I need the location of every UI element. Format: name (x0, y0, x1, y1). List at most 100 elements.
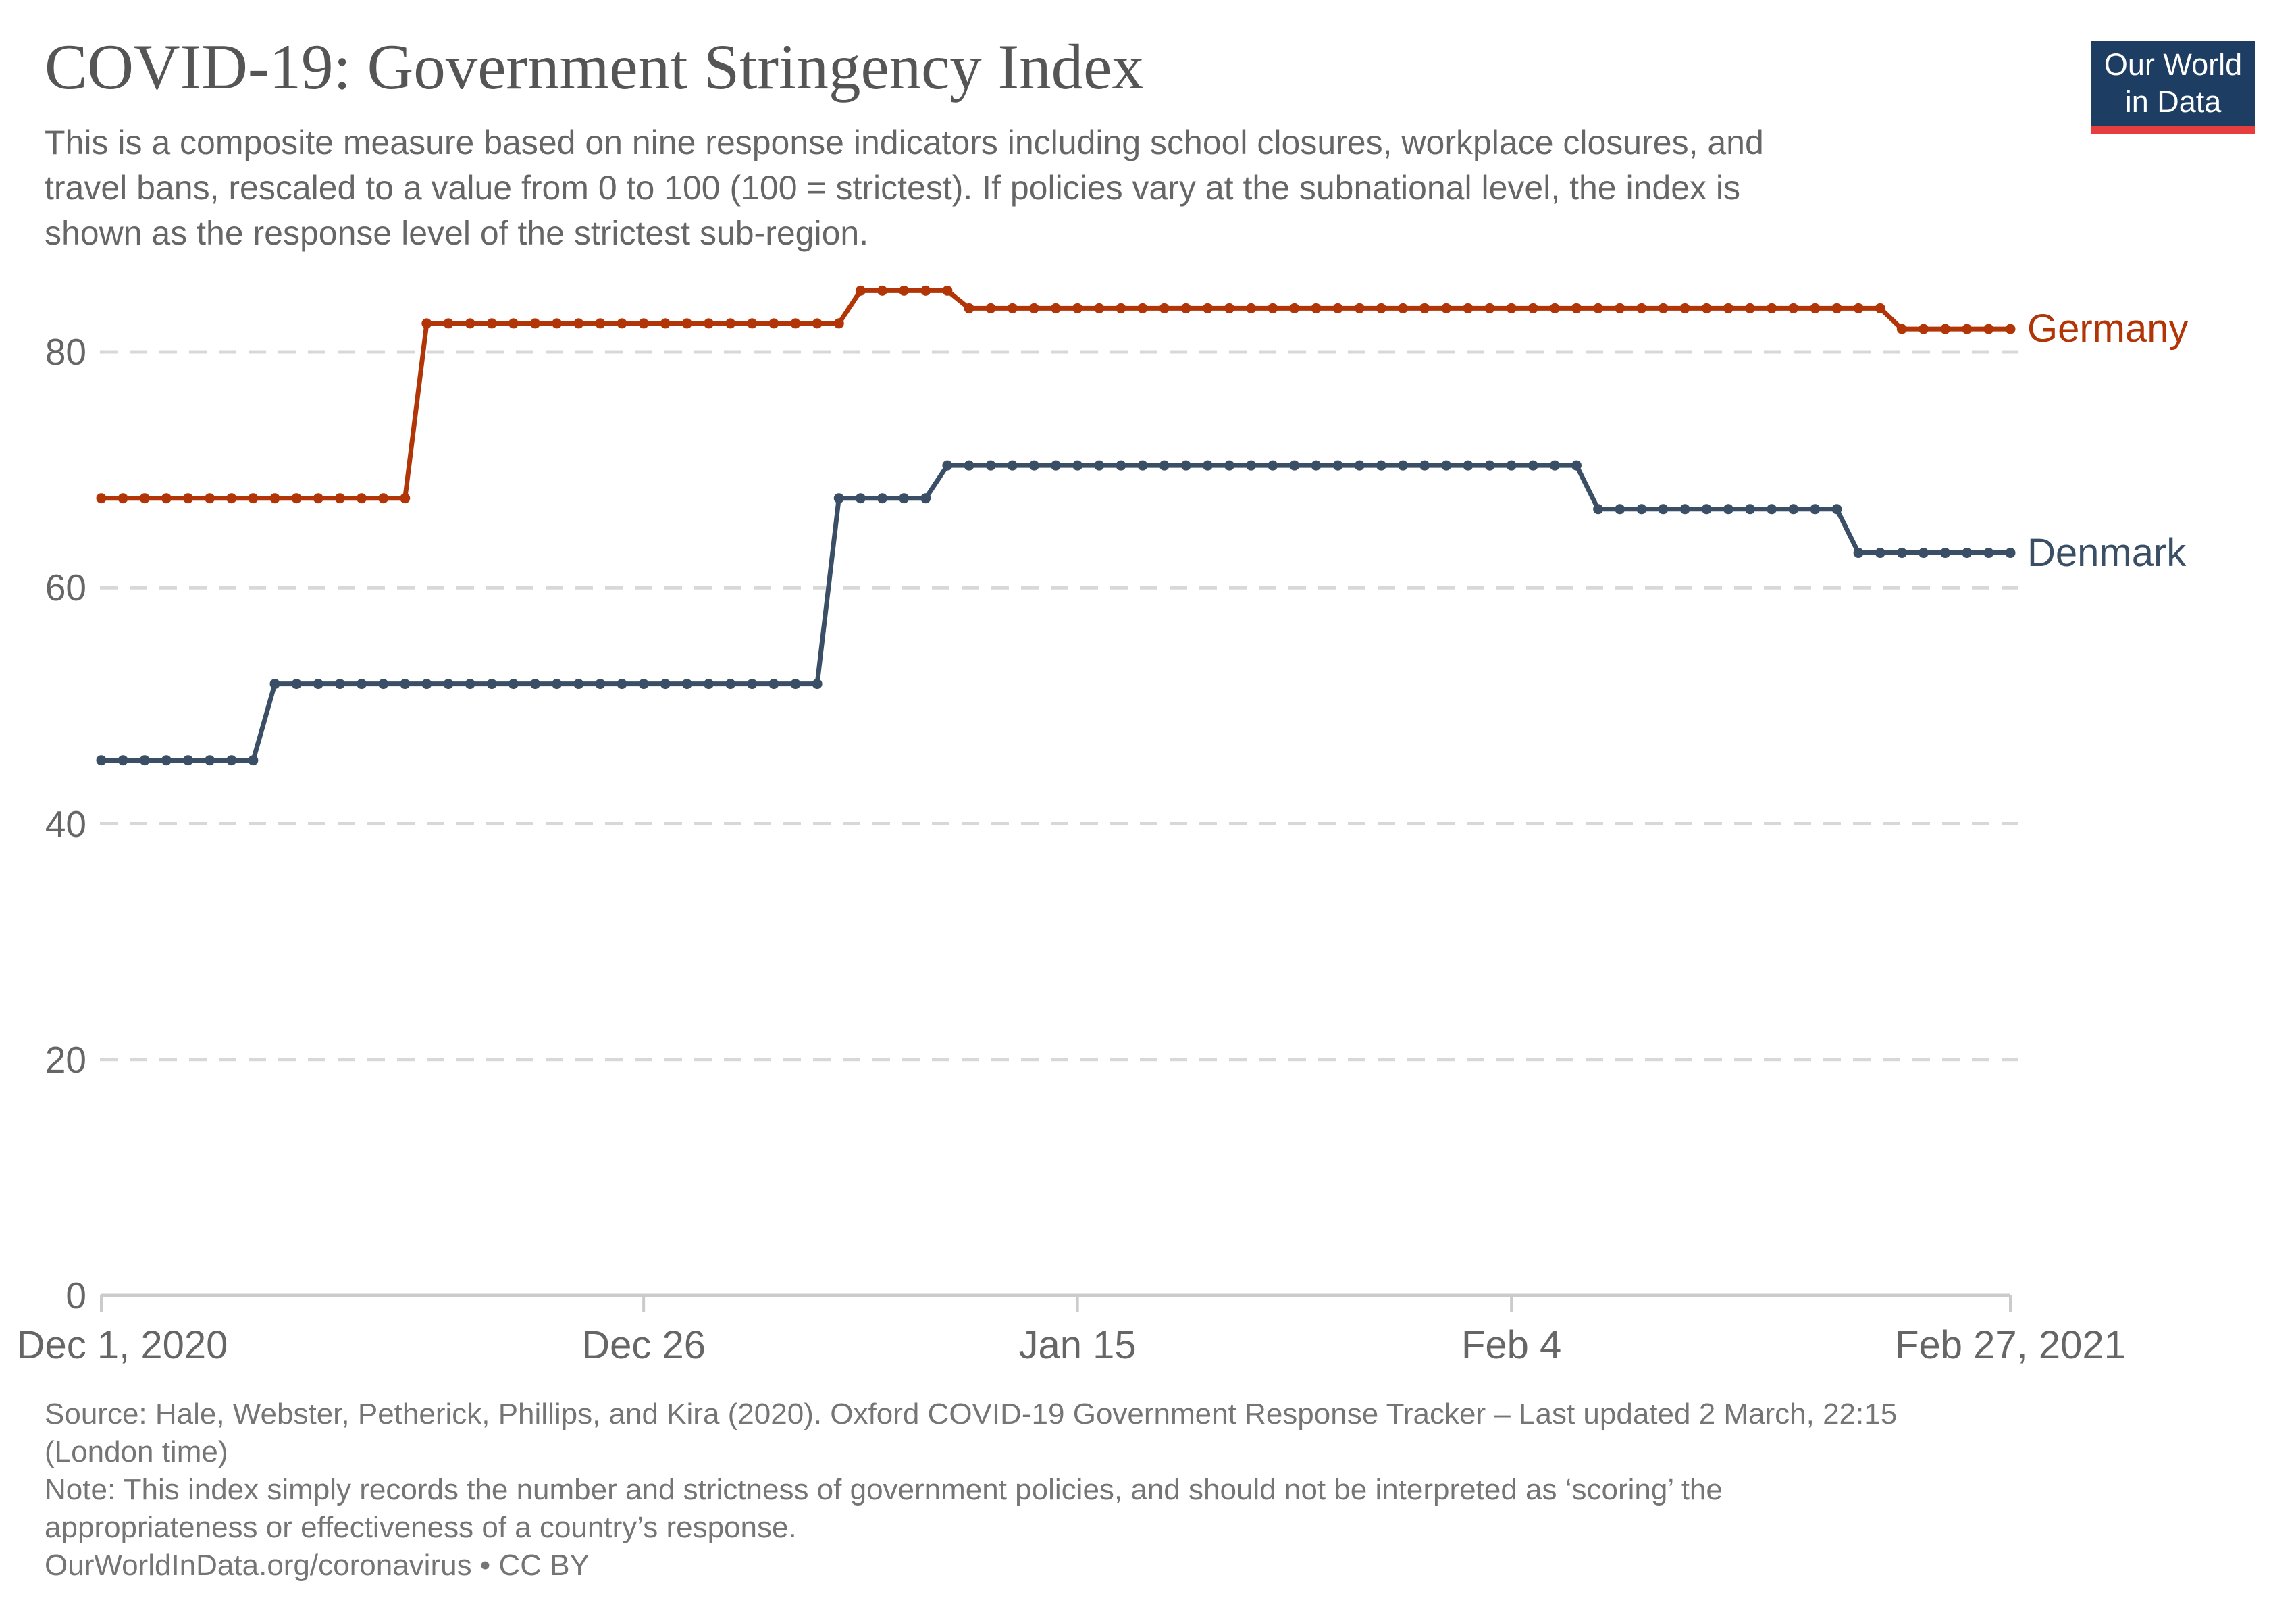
data-point (704, 318, 714, 329)
data-point (1137, 303, 1148, 313)
data-point (681, 679, 692, 690)
data-point (1810, 303, 1821, 313)
data-point (595, 318, 606, 329)
data-point (1246, 303, 1257, 313)
data-point (443, 679, 454, 690)
data-point (226, 755, 237, 766)
data-point (812, 318, 823, 329)
data-point (1354, 303, 1365, 313)
data-point (1679, 303, 1690, 313)
data-point (1332, 303, 1343, 313)
data-point (552, 679, 563, 690)
data-point (1116, 303, 1126, 313)
data-point (205, 493, 215, 504)
data-point (1051, 303, 1061, 313)
note-line: appropriateness or effectiveness of a co… (45, 1511, 797, 1544)
subtitle-line: travel bans, rescaled to a value from 0 … (45, 169, 1741, 207)
data-point (508, 679, 519, 690)
data-point (1658, 504, 1669, 515)
page-title: COVID-19: Government Stringency Index (45, 31, 1144, 103)
data-point (378, 493, 389, 504)
data-point (1767, 504, 1777, 515)
data-point (833, 318, 844, 329)
data-point (660, 679, 671, 690)
data-point (1875, 548, 1885, 559)
data-point (183, 755, 193, 766)
data-point (1940, 548, 1951, 559)
data-point (530, 679, 540, 690)
data-point (421, 318, 432, 329)
data-point (790, 679, 801, 690)
data-point (400, 493, 411, 504)
data-point (704, 679, 714, 690)
data-point (1571, 460, 1582, 471)
data-point (1268, 303, 1278, 313)
owid-logo-text-line1: Our World (2104, 47, 2243, 82)
data-point (357, 679, 367, 690)
data-point (1007, 460, 1018, 471)
data-point (1224, 303, 1234, 313)
data-point (573, 318, 584, 329)
data-point (1745, 303, 1755, 313)
data-point (1224, 460, 1234, 471)
owid-logo-box: Our World in Data (2091, 41, 2255, 126)
series-denmark[interactable] (96, 460, 2016, 766)
data-point (1072, 460, 1083, 471)
source-line: (London time) (45, 1435, 228, 1468)
data-point (1679, 504, 1690, 515)
data-point (378, 679, 389, 690)
data-point (1528, 303, 1538, 313)
data-point (1701, 504, 1712, 515)
data-point (595, 679, 606, 690)
data-point (313, 679, 323, 690)
data-point (1289, 460, 1300, 471)
data-point (1376, 303, 1386, 313)
data-point (964, 303, 974, 313)
data-point (443, 318, 454, 329)
data-point (1441, 303, 1452, 313)
data-point (1831, 303, 1842, 313)
data-point (660, 318, 671, 329)
note-line: Note: This index simply records the numb… (45, 1473, 1723, 1506)
data-point (1723, 303, 1733, 313)
data-point (617, 679, 627, 690)
chart-footer: Source: Hale, Webster, Petherick, Philli… (45, 1395, 1897, 1585)
data-point (96, 755, 107, 766)
data-point (1549, 460, 1560, 471)
owid-url-link[interactable]: OurWorldInData.org/coronavirus • CC BY (45, 1549, 590, 1582)
data-point (1311, 303, 1322, 313)
data-point (226, 493, 237, 504)
data-point (747, 318, 758, 329)
data-point (334, 679, 345, 690)
data-point (899, 493, 910, 504)
data-point (1615, 303, 1625, 313)
data-point (1896, 548, 1907, 559)
data-point (1463, 460, 1473, 471)
data-point (1983, 324, 1994, 334)
data-point (2005, 324, 2016, 334)
data-point (920, 285, 931, 296)
owid-logo[interactable]: Our World in Data (2091, 41, 2255, 134)
owid-logo-text-line2: in Data (2124, 84, 2222, 119)
data-point (96, 493, 107, 504)
data-point (768, 679, 779, 690)
data-point (139, 755, 150, 766)
data-point (1268, 460, 1278, 471)
data-point (1159, 460, 1170, 471)
data-point (1484, 303, 1495, 313)
data-point (1072, 303, 1083, 313)
series-germany[interactable] (96, 285, 2016, 504)
chart-subtitle: This is a composite measure based on nin… (45, 120, 1764, 256)
data-point (768, 318, 779, 329)
data-point (357, 493, 367, 504)
data-point (291, 679, 302, 690)
data-point (1658, 303, 1669, 313)
data-point (248, 755, 259, 766)
data-point (1962, 548, 1973, 559)
data-point (334, 493, 345, 504)
data-point (1246, 460, 1257, 471)
data-point (1636, 504, 1647, 515)
data-point (855, 285, 866, 296)
